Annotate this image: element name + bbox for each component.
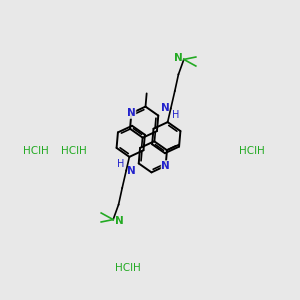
Text: N: N xyxy=(174,53,182,63)
Text: HCl: HCl xyxy=(238,146,256,156)
Text: H: H xyxy=(172,110,180,120)
Text: H: H xyxy=(80,146,87,156)
Text: N: N xyxy=(127,108,136,118)
Text: HCl: HCl xyxy=(61,146,80,156)
Text: N: N xyxy=(127,166,136,176)
Text: HCl: HCl xyxy=(116,262,134,273)
Text: HCl: HCl xyxy=(22,146,40,156)
Text: H: H xyxy=(40,146,48,156)
Text: H: H xyxy=(134,262,141,273)
Text: N: N xyxy=(115,216,123,226)
Text: H: H xyxy=(117,159,125,169)
Text: H: H xyxy=(256,146,264,156)
Text: N: N xyxy=(161,103,170,113)
Text: N: N xyxy=(161,161,170,171)
